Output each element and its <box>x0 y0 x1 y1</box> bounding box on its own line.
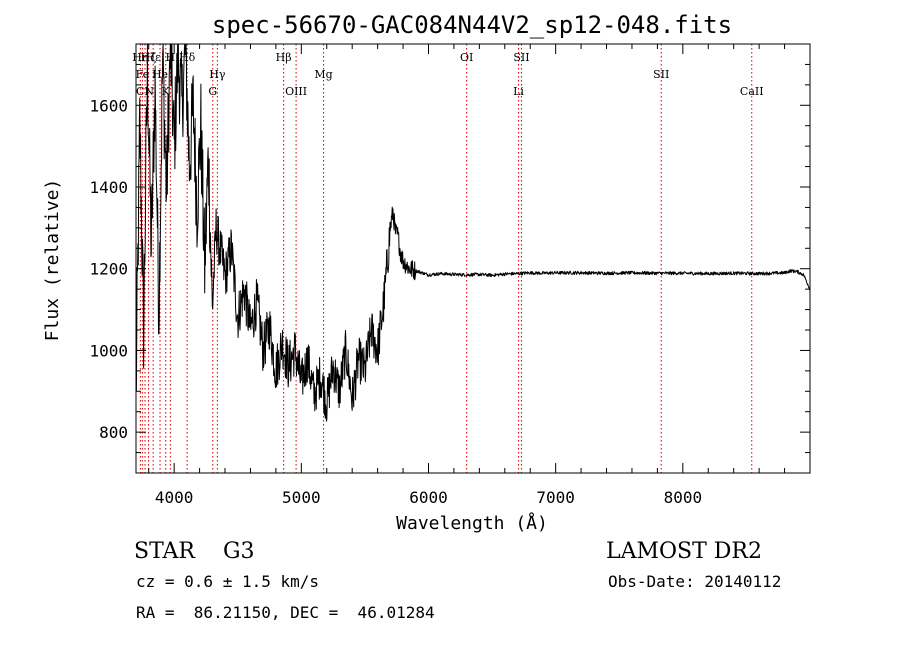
spectrum-series <box>135 43 811 422</box>
x-tick-label: 7000 <box>536 488 575 507</box>
x-axis: 4000 5000 6000 7000 8000 <box>148 44 811 507</box>
line-marker-label-13: Mg <box>314 68 332 81</box>
line-marker-label-8: Hδ <box>179 51 196 64</box>
line-marker-label-4: Hε <box>146 51 162 64</box>
line-marker-label-6: K <box>162 85 171 98</box>
line-marker-label-9: G <box>208 85 217 98</box>
line-marker-label-11: Hβ <box>276 51 292 64</box>
spectrum-line <box>135 43 811 422</box>
x-tick-label: 4000 <box>155 488 194 507</box>
y-tick-label: 1200 <box>89 260 128 279</box>
x-tick-label: 8000 <box>664 488 703 507</box>
line-marker-label-3: Hζ <box>141 51 157 64</box>
line-marker-label-1: Fe <box>136 68 150 81</box>
line-marker-label-15: Li <box>513 85 524 98</box>
line-marker-label-5: He <box>152 68 168 81</box>
object-classification: STAR G3 <box>134 539 255 564</box>
x-axis-label: Wavelength (Å) <box>396 512 548 534</box>
y-tick-label: 1000 <box>89 341 128 360</box>
x-tick-label: 6000 <box>409 488 448 507</box>
chart-title: spec-56670-GAC084N44V2_sp12-048.fits <box>212 11 732 39</box>
y-tick-label: 1400 <box>89 178 128 197</box>
y-axis-label: Flux (relative) <box>42 179 63 342</box>
y-axis: 800 1000 1200 1400 1600 <box>89 43 810 474</box>
line-marker-label-16: SII <box>513 51 529 64</box>
y-tick-label: 1600 <box>89 96 128 115</box>
line-marker-label-14: OI <box>460 51 473 64</box>
line-marker-label-2: CN <box>136 85 154 98</box>
observation-date: Obs-Date: 20140112 <box>608 572 782 591</box>
line-markers <box>139 44 753 473</box>
line-marker-label-18: CaII <box>740 85 764 98</box>
x-tick-label: 5000 <box>282 488 321 507</box>
survey-release: LAMOST DR2 <box>606 539 762 564</box>
line-marker-label-12: OIII <box>285 85 307 98</box>
y-tick-label: 800 <box>99 423 128 442</box>
plot-area-frame <box>135 43 811 474</box>
line-marker-label-17: SII <box>653 68 669 81</box>
redshift-velocity: cz = 0.6 ± 1.5 km/s <box>136 572 320 591</box>
sky-coordinates: RA = 86.21150, DEC = 46.01284 <box>136 603 435 622</box>
line-marker-label-10: Hγ <box>209 68 226 81</box>
